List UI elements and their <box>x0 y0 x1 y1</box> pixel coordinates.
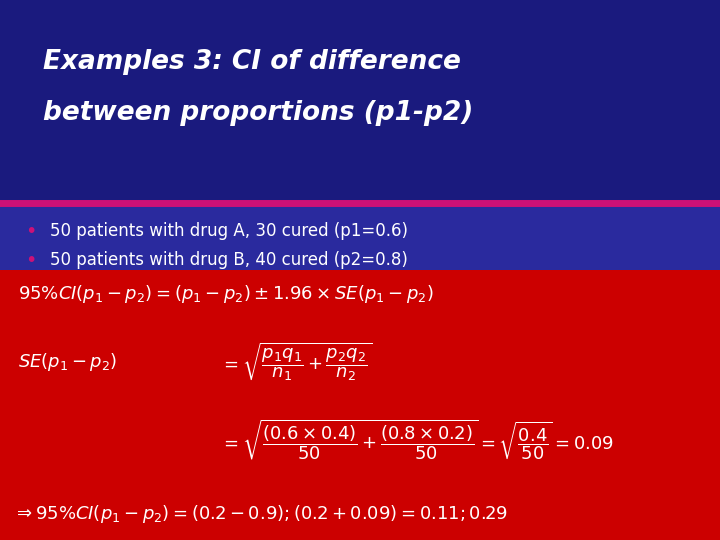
Text: $SE(p_1 - p_2)$: $SE(p_1 - p_2)$ <box>18 351 117 373</box>
Text: between proportions (p1-p2): between proportions (p1-p2) <box>43 100 474 126</box>
Text: 50 patients with drug B, 40 cured (p2=0.8): 50 patients with drug B, 40 cured (p2=0.… <box>50 251 408 269</box>
Text: $95\%CI(p_1 - p_2) = (p_1 - p_2) \pm 1.96 \times SE(p_1 - p_2)$: $95\%CI(p_1 - p_2) = (p_1 - p_2) \pm 1.9… <box>18 284 433 305</box>
Text: •: • <box>25 251 37 270</box>
FancyBboxPatch shape <box>0 202 720 270</box>
Text: $= \sqrt{\dfrac{p_1 q_1}{n_1} + \dfrac{p_2 q_2}{n_2}}$: $= \sqrt{\dfrac{p_1 q_1}{n_1} + \dfrac{p… <box>220 341 372 383</box>
Text: Examples 3: CI of difference: Examples 3: CI of difference <box>43 49 461 75</box>
Text: •: • <box>25 221 37 241</box>
Text: $= \sqrt{\dfrac{(0.6 \times 0.4)}{50} + \dfrac{(0.8 \times 0.2)}{50}}= \sqrt{\df: $= \sqrt{\dfrac{(0.6 \times 0.4)}{50} + … <box>220 418 613 462</box>
FancyBboxPatch shape <box>0 270 720 540</box>
FancyBboxPatch shape <box>0 0 720 200</box>
Text: 50 patients with drug A, 30 cured (p1=0.6): 50 patients with drug A, 30 cured (p1=0.… <box>50 222 408 240</box>
Text: $\Rightarrow 95\%CI(p_1 - p_2) = (0.2 - 0.9);(0.2 + 0.09) = 0.11; 0.29$: $\Rightarrow 95\%CI(p_1 - p_2) = (0.2 - … <box>13 503 508 525</box>
